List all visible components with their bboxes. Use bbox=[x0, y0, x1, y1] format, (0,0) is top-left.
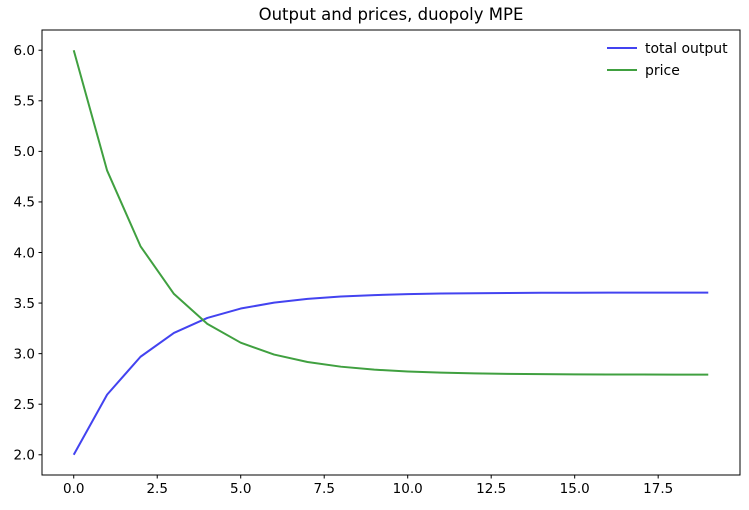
x-tick-label: 15.0 bbox=[560, 481, 590, 497]
x-axis-ticks: 0.0 2.5 5.0 7.5 10.0 12.5 15.0 17.5 bbox=[63, 475, 673, 497]
series-line-price bbox=[72, 49, 709, 376]
y-tick-label: 6.0 bbox=[14, 43, 35, 59]
plot-area bbox=[42, 30, 740, 475]
y-tick-label: 5.5 bbox=[14, 94, 35, 110]
x-tick-label: 5.0 bbox=[230, 481, 251, 497]
chart-title: Output and prices, duopoly MPE bbox=[259, 5, 524, 24]
x-tick-label: 0.0 bbox=[63, 481, 84, 497]
legend: total output price bbox=[607, 41, 728, 79]
y-tick-label: 3.5 bbox=[14, 296, 35, 312]
y-tick-label: 2.0 bbox=[14, 448, 35, 464]
x-tick-label: 12.5 bbox=[476, 481, 506, 497]
legend-label-total-output: total output bbox=[645, 41, 728, 57]
y-tick-label: 4.5 bbox=[14, 195, 35, 211]
plot-area-border bbox=[41, 29, 741, 476]
y-tick-label: 4.0 bbox=[14, 245, 35, 261]
x-tick-label: 10.0 bbox=[393, 481, 423, 497]
legend-label-price: price bbox=[645, 63, 680, 79]
x-tick-label: 17.5 bbox=[643, 481, 673, 497]
x-tick-label: 2.5 bbox=[146, 481, 167, 497]
series-line-total-output bbox=[72, 291, 709, 456]
y-tick-label: 2.5 bbox=[14, 397, 35, 413]
y-tick-label: 3.0 bbox=[14, 346, 35, 362]
data-series bbox=[72, 49, 709, 456]
x-tick-label: 7.5 bbox=[313, 481, 334, 497]
y-tick-label: 5.0 bbox=[14, 144, 35, 160]
y-axis-ticks: 2.0 2.5 3.0 3.5 4.0 4.5 5.0 5.5 6.0 bbox=[14, 43, 42, 464]
